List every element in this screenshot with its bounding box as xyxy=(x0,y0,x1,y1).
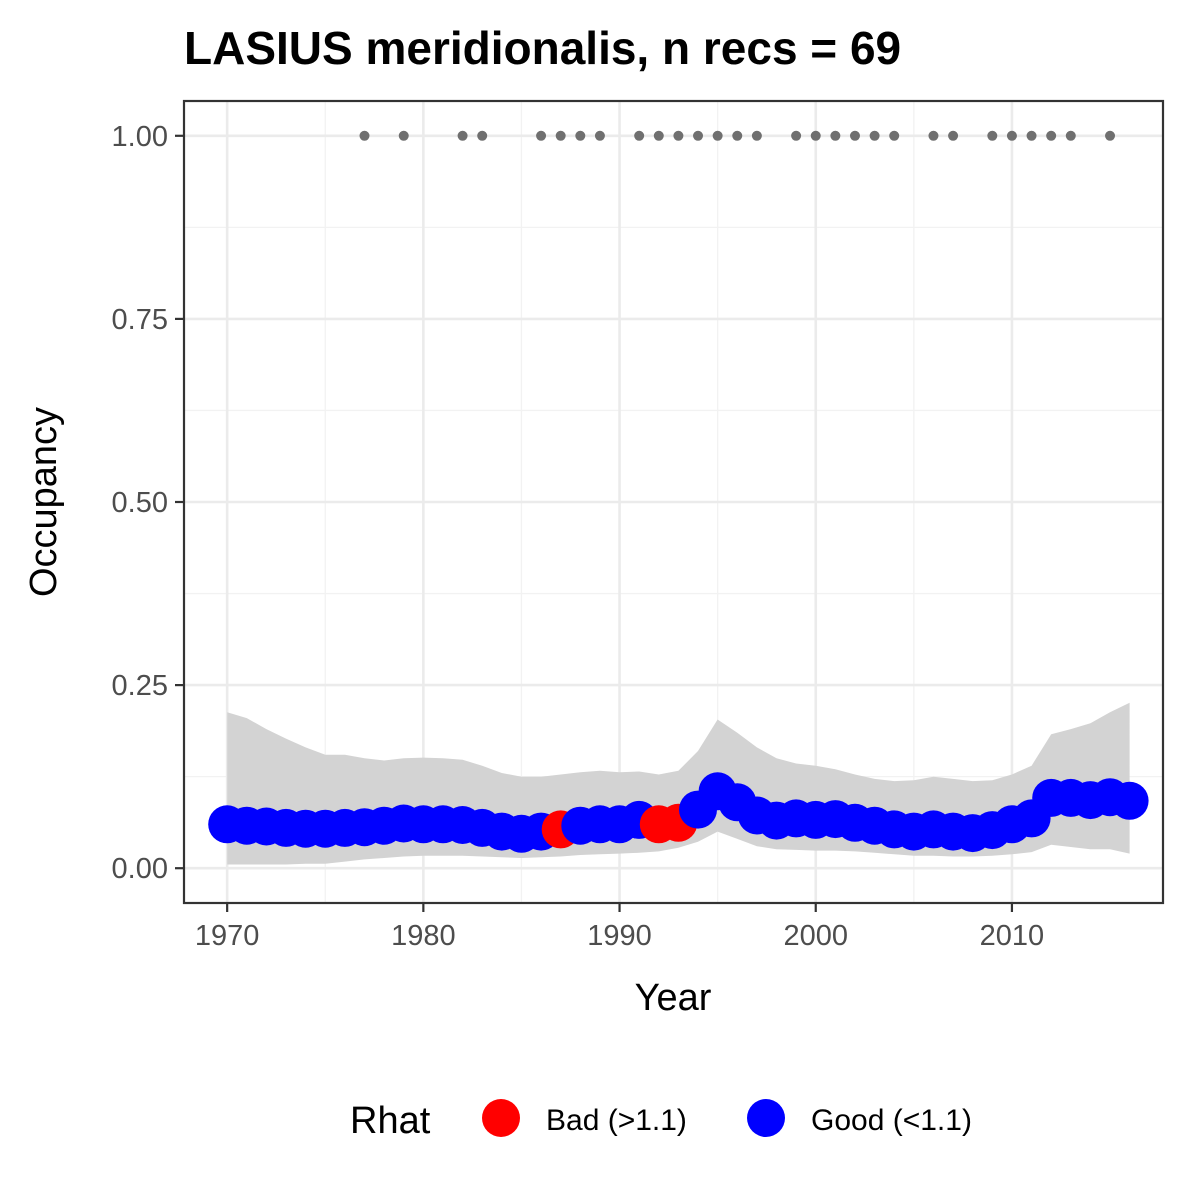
record-points xyxy=(359,130,1116,141)
y-tick-label: 0.75 xyxy=(112,304,168,336)
record-point xyxy=(1006,130,1017,141)
y-axis-title: Occupancy xyxy=(23,407,65,597)
record-point xyxy=(928,130,939,141)
record-point xyxy=(457,130,468,141)
record-point xyxy=(791,130,802,141)
x-tick-label: 2000 xyxy=(783,920,848,952)
legend: Rhat Bad (>1.1) Good (<1.1) xyxy=(350,1099,972,1142)
record-point xyxy=(712,130,723,141)
record-point xyxy=(398,130,409,141)
y-tick-label: 0.00 xyxy=(112,853,168,885)
legend-good-label: Good (<1.1) xyxy=(811,1104,972,1137)
record-point xyxy=(359,130,370,141)
x-tick-label: 1990 xyxy=(587,920,652,952)
legend-title: Rhat xyxy=(350,1100,431,1142)
occupancy-point-good xyxy=(1110,781,1149,820)
record-point xyxy=(594,130,605,141)
record-point xyxy=(575,130,586,141)
legend-bad-swatch xyxy=(482,1099,520,1137)
record-point xyxy=(869,130,880,141)
occupancy-points xyxy=(208,772,1149,853)
y-tick-label: 1.00 xyxy=(112,121,168,153)
chart-title: LASIUS meridionalis, n recs = 69 xyxy=(184,22,901,74)
plot-panel xyxy=(182,99,1165,905)
record-point xyxy=(693,130,704,141)
record-point xyxy=(732,130,743,141)
record-point xyxy=(477,130,488,141)
record-point xyxy=(1105,130,1116,141)
record-point xyxy=(987,130,998,141)
record-point xyxy=(1026,130,1037,141)
legend-bad-label: Bad (>1.1) xyxy=(546,1104,687,1137)
x-axis-ticks: 1970 1980 1990 2000 2010 xyxy=(195,903,1044,952)
record-point xyxy=(673,130,684,141)
record-point xyxy=(634,130,645,141)
record-point xyxy=(555,130,566,141)
x-axis-title: Year xyxy=(635,977,712,1019)
record-point xyxy=(1046,130,1057,141)
record-point xyxy=(536,130,547,141)
y-tick-label: 0.25 xyxy=(112,670,168,702)
y-tick-label: 0.50 xyxy=(112,487,168,519)
x-tick-label: 1980 xyxy=(391,920,456,952)
record-point xyxy=(1065,130,1076,141)
record-point xyxy=(653,130,664,141)
record-point xyxy=(948,130,959,141)
legend-good-swatch xyxy=(747,1099,785,1137)
record-point xyxy=(849,130,860,141)
y-axis-ticks: 0.00 0.25 0.50 0.75 1.00 xyxy=(112,121,184,885)
record-point xyxy=(830,130,841,141)
x-tick-label: 2010 xyxy=(980,920,1045,952)
record-point xyxy=(810,130,821,141)
record-point xyxy=(889,130,900,141)
record-point xyxy=(751,130,762,141)
x-tick-label: 1970 xyxy=(195,920,260,952)
